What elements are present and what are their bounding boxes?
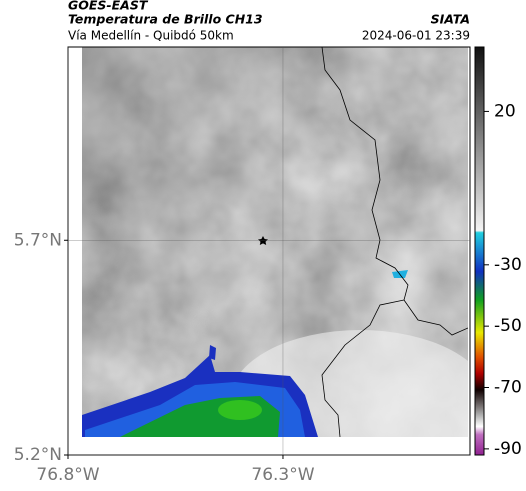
colorbar-label: -30 <box>494 255 522 275</box>
route: Vía Medellín - Quibdó 50km <box>68 29 234 43</box>
timestamp: 2024-06-01 23:39 <box>362 29 470 43</box>
product: Temperatura de Brillo CH13 <box>68 12 263 27</box>
cold-cloud <box>209 345 216 360</box>
colorbar-label: -50 <box>494 316 522 336</box>
colorbar-label: 20 <box>494 101 516 121</box>
satellite-image <box>82 47 468 437</box>
colorbar-label: -70 <box>494 378 522 398</box>
source: SIATA <box>431 12 470 27</box>
border <box>321 47 468 336</box>
cold-cloud <box>218 400 262 420</box>
y-tick-label: 5.2°N <box>14 445 62 465</box>
colorbar-label: -90 <box>494 439 522 459</box>
colorbar <box>474 46 485 456</box>
y-tick-label: 5.7°N <box>14 230 62 250</box>
x-tick-label: 76.3°W <box>251 465 314 485</box>
satellite: GOES-EAST <box>68 0 149 13</box>
map <box>67 46 471 456</box>
border <box>321 299 405 437</box>
x-tick-label: 76.8°W <box>36 465 99 485</box>
